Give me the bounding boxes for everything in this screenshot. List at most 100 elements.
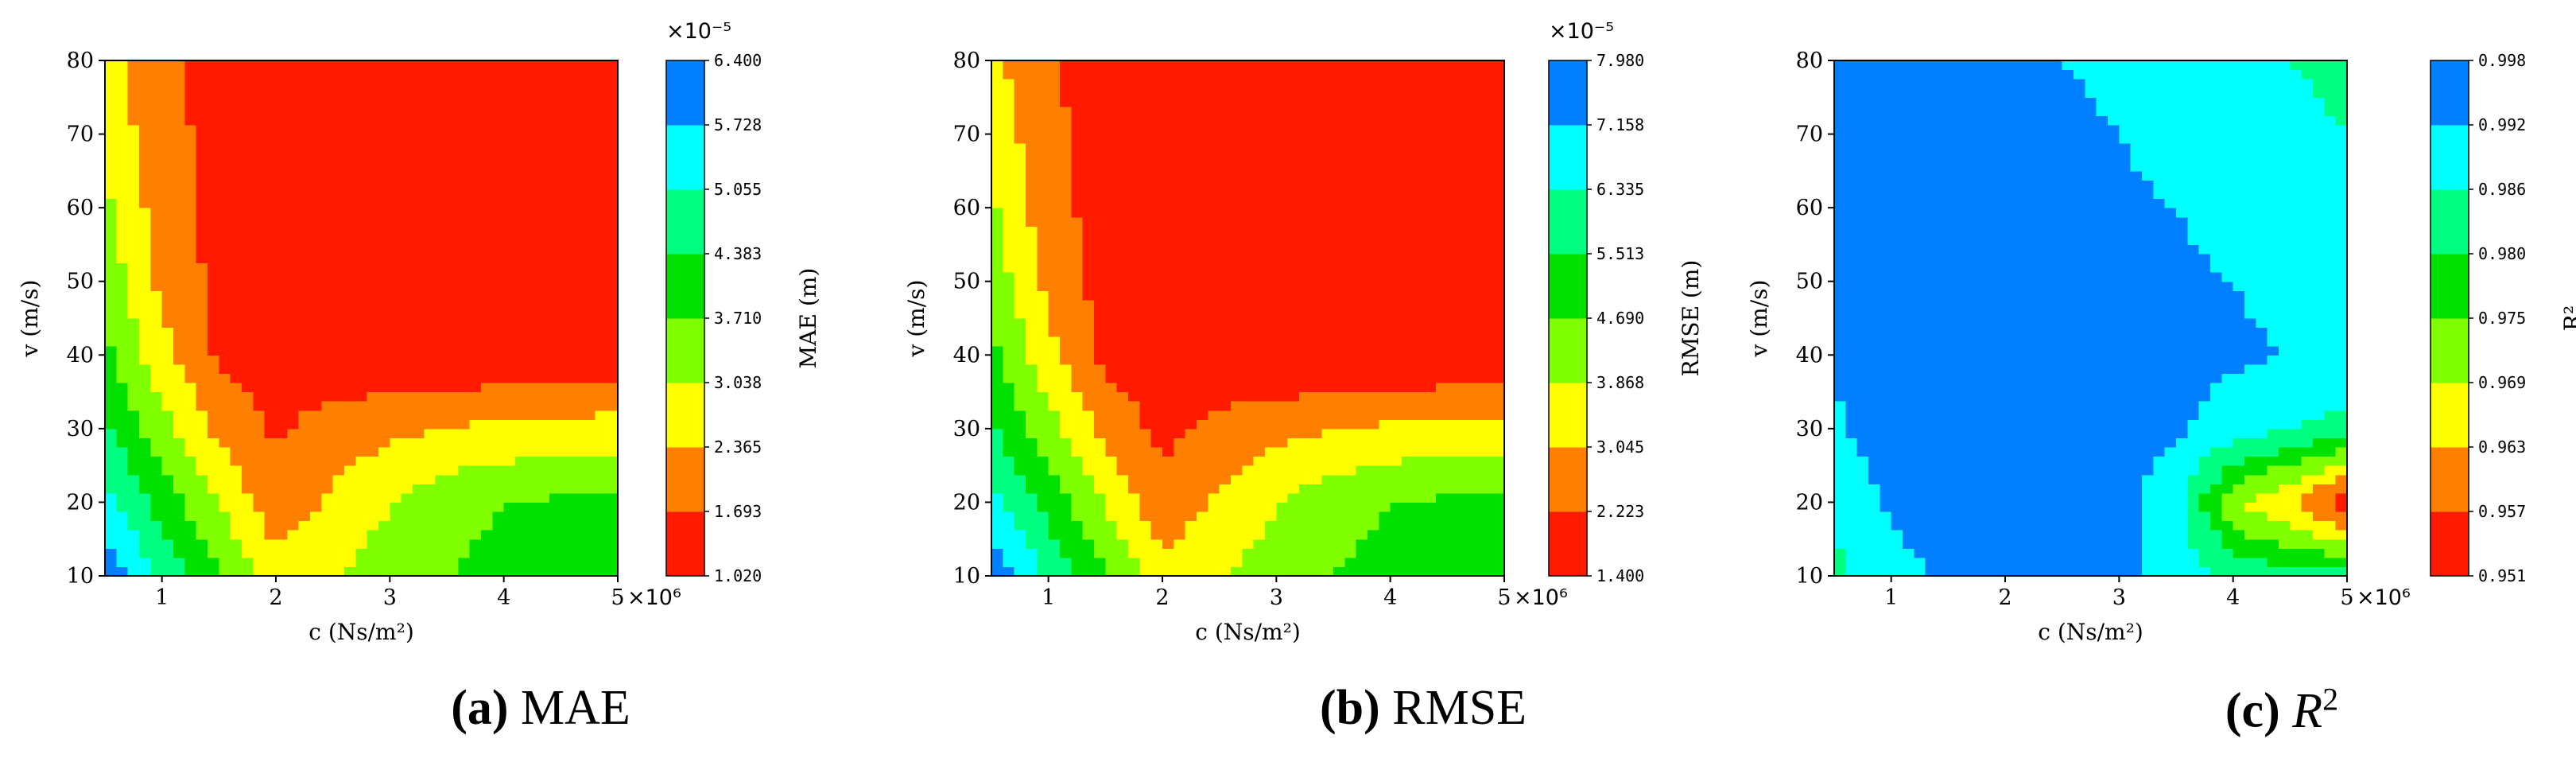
heatmap-cell xyxy=(1321,106,1334,117)
heatmap-cell xyxy=(1071,318,1084,329)
heatmap-cell xyxy=(344,391,356,402)
heatmap-cell xyxy=(242,336,254,347)
heatmap-cell xyxy=(1071,355,1084,365)
heatmap-cell xyxy=(1413,254,1426,264)
heatmap-cell xyxy=(1116,115,1129,126)
heatmap-cell xyxy=(196,410,208,420)
heatmap-cell xyxy=(139,216,151,227)
heatmap-cell xyxy=(208,244,219,255)
heatmap-cell xyxy=(230,419,242,430)
heatmap-cell xyxy=(1470,262,1482,273)
heatmap-cell xyxy=(1402,170,1414,181)
heatmap-cell xyxy=(196,309,208,319)
heatmap-cell xyxy=(1003,79,1015,89)
heatmap-cell xyxy=(390,492,402,503)
heatmap-cell xyxy=(344,143,356,154)
heatmap-cell xyxy=(105,336,117,347)
heatmap-cell xyxy=(1185,520,1197,531)
heatmap-cell xyxy=(321,401,334,411)
heatmap-cell xyxy=(276,125,288,135)
heatmap-cell xyxy=(287,97,300,107)
heatmap-cell xyxy=(276,254,288,264)
heatmap-cell xyxy=(1231,484,1243,494)
heatmap-cell xyxy=(492,262,505,273)
heatmap-cell xyxy=(355,180,368,190)
heatmap-cell xyxy=(1413,161,1426,172)
heatmap-cell xyxy=(321,548,334,558)
heatmap-cell xyxy=(1242,290,1255,301)
heatmap-cell xyxy=(1048,484,1061,494)
colorbar-segment xyxy=(666,383,704,448)
heatmap-cell xyxy=(1071,548,1084,558)
heatmap-cell xyxy=(515,465,527,476)
heatmap-cell xyxy=(230,309,242,319)
heatmap-cell xyxy=(264,484,277,494)
heatmap-cell xyxy=(1413,189,1426,200)
heatmap-cell xyxy=(367,318,379,329)
heatmap-cell xyxy=(561,428,573,439)
heatmap-cell xyxy=(481,364,493,375)
heatmap-cell xyxy=(1003,474,1015,484)
heatmap-cell xyxy=(1037,492,1049,503)
heatmap-cell xyxy=(1197,152,1208,162)
heatmap-cell xyxy=(1174,244,1186,255)
heatmap-cell xyxy=(1265,447,1277,457)
heatmap-cell xyxy=(127,548,140,558)
heatmap-cell xyxy=(1208,383,1220,393)
heatmap-cell xyxy=(208,428,219,439)
heatmap-cell xyxy=(1424,97,1437,107)
heatmap-cell xyxy=(1242,364,1255,375)
heatmap-cell xyxy=(1321,309,1334,319)
heatmap-cell xyxy=(139,235,151,246)
heatmap-cell xyxy=(1492,235,1505,246)
heatmap-cell xyxy=(435,364,448,375)
heatmap-cell xyxy=(208,566,219,577)
heatmap-cell xyxy=(1242,355,1255,365)
heatmap-cell xyxy=(264,290,277,301)
heatmap-cell xyxy=(1276,170,1289,181)
heatmap-cell xyxy=(1447,272,1460,282)
heatmap-cell xyxy=(1368,538,1379,549)
heatmap-cell xyxy=(1105,327,1118,337)
heatmap-cell xyxy=(161,391,174,402)
heatmap-cell xyxy=(526,401,539,411)
heatmap-cell xyxy=(1174,484,1186,494)
heatmap-cell xyxy=(1390,410,1402,420)
heatmap-cell xyxy=(1219,208,1232,218)
heatmap-cell xyxy=(537,530,550,540)
heatmap-cell xyxy=(264,557,277,568)
heatmap-cell xyxy=(208,79,219,89)
heatmap-cell xyxy=(1174,161,1186,172)
heatmap-cell xyxy=(1492,364,1505,375)
heatmap-cell xyxy=(1139,557,1152,568)
heatmap-cell xyxy=(1014,189,1026,200)
heatmap-cell xyxy=(367,272,379,282)
heatmap-cell xyxy=(1321,226,1334,236)
heatmap-cell xyxy=(1276,355,1289,365)
heatmap-cell xyxy=(435,456,448,466)
heatmap-cell xyxy=(424,345,436,356)
heatmap-cell xyxy=(1174,419,1186,430)
heatmap-cell xyxy=(1197,345,1208,356)
heatmap-cell xyxy=(1128,235,1140,246)
heatmap-cell xyxy=(1082,410,1095,420)
heatmap-cell xyxy=(1003,383,1015,393)
heatmap-cell xyxy=(1470,336,1482,347)
heatmap-cell xyxy=(1162,272,1174,282)
heatmap-cell xyxy=(595,97,607,107)
heatmap-cell xyxy=(264,373,277,383)
heatmap-cell xyxy=(355,60,368,71)
heatmap-cell xyxy=(1402,355,1414,365)
heatmap-cell xyxy=(161,189,174,200)
heatmap-cell xyxy=(332,373,345,383)
heatmap-cell xyxy=(1356,419,1368,430)
heatmap-cell xyxy=(561,262,573,273)
heatmap-cell xyxy=(1060,152,1072,162)
heatmap-cell xyxy=(1094,189,1106,200)
heatmap-cell xyxy=(1026,373,1038,383)
heatmap-cell xyxy=(127,152,140,162)
heatmap-cell xyxy=(230,538,242,549)
heatmap-cell xyxy=(287,143,300,154)
heatmap-cell xyxy=(1436,520,1448,531)
heatmap-cell xyxy=(1447,262,1460,273)
